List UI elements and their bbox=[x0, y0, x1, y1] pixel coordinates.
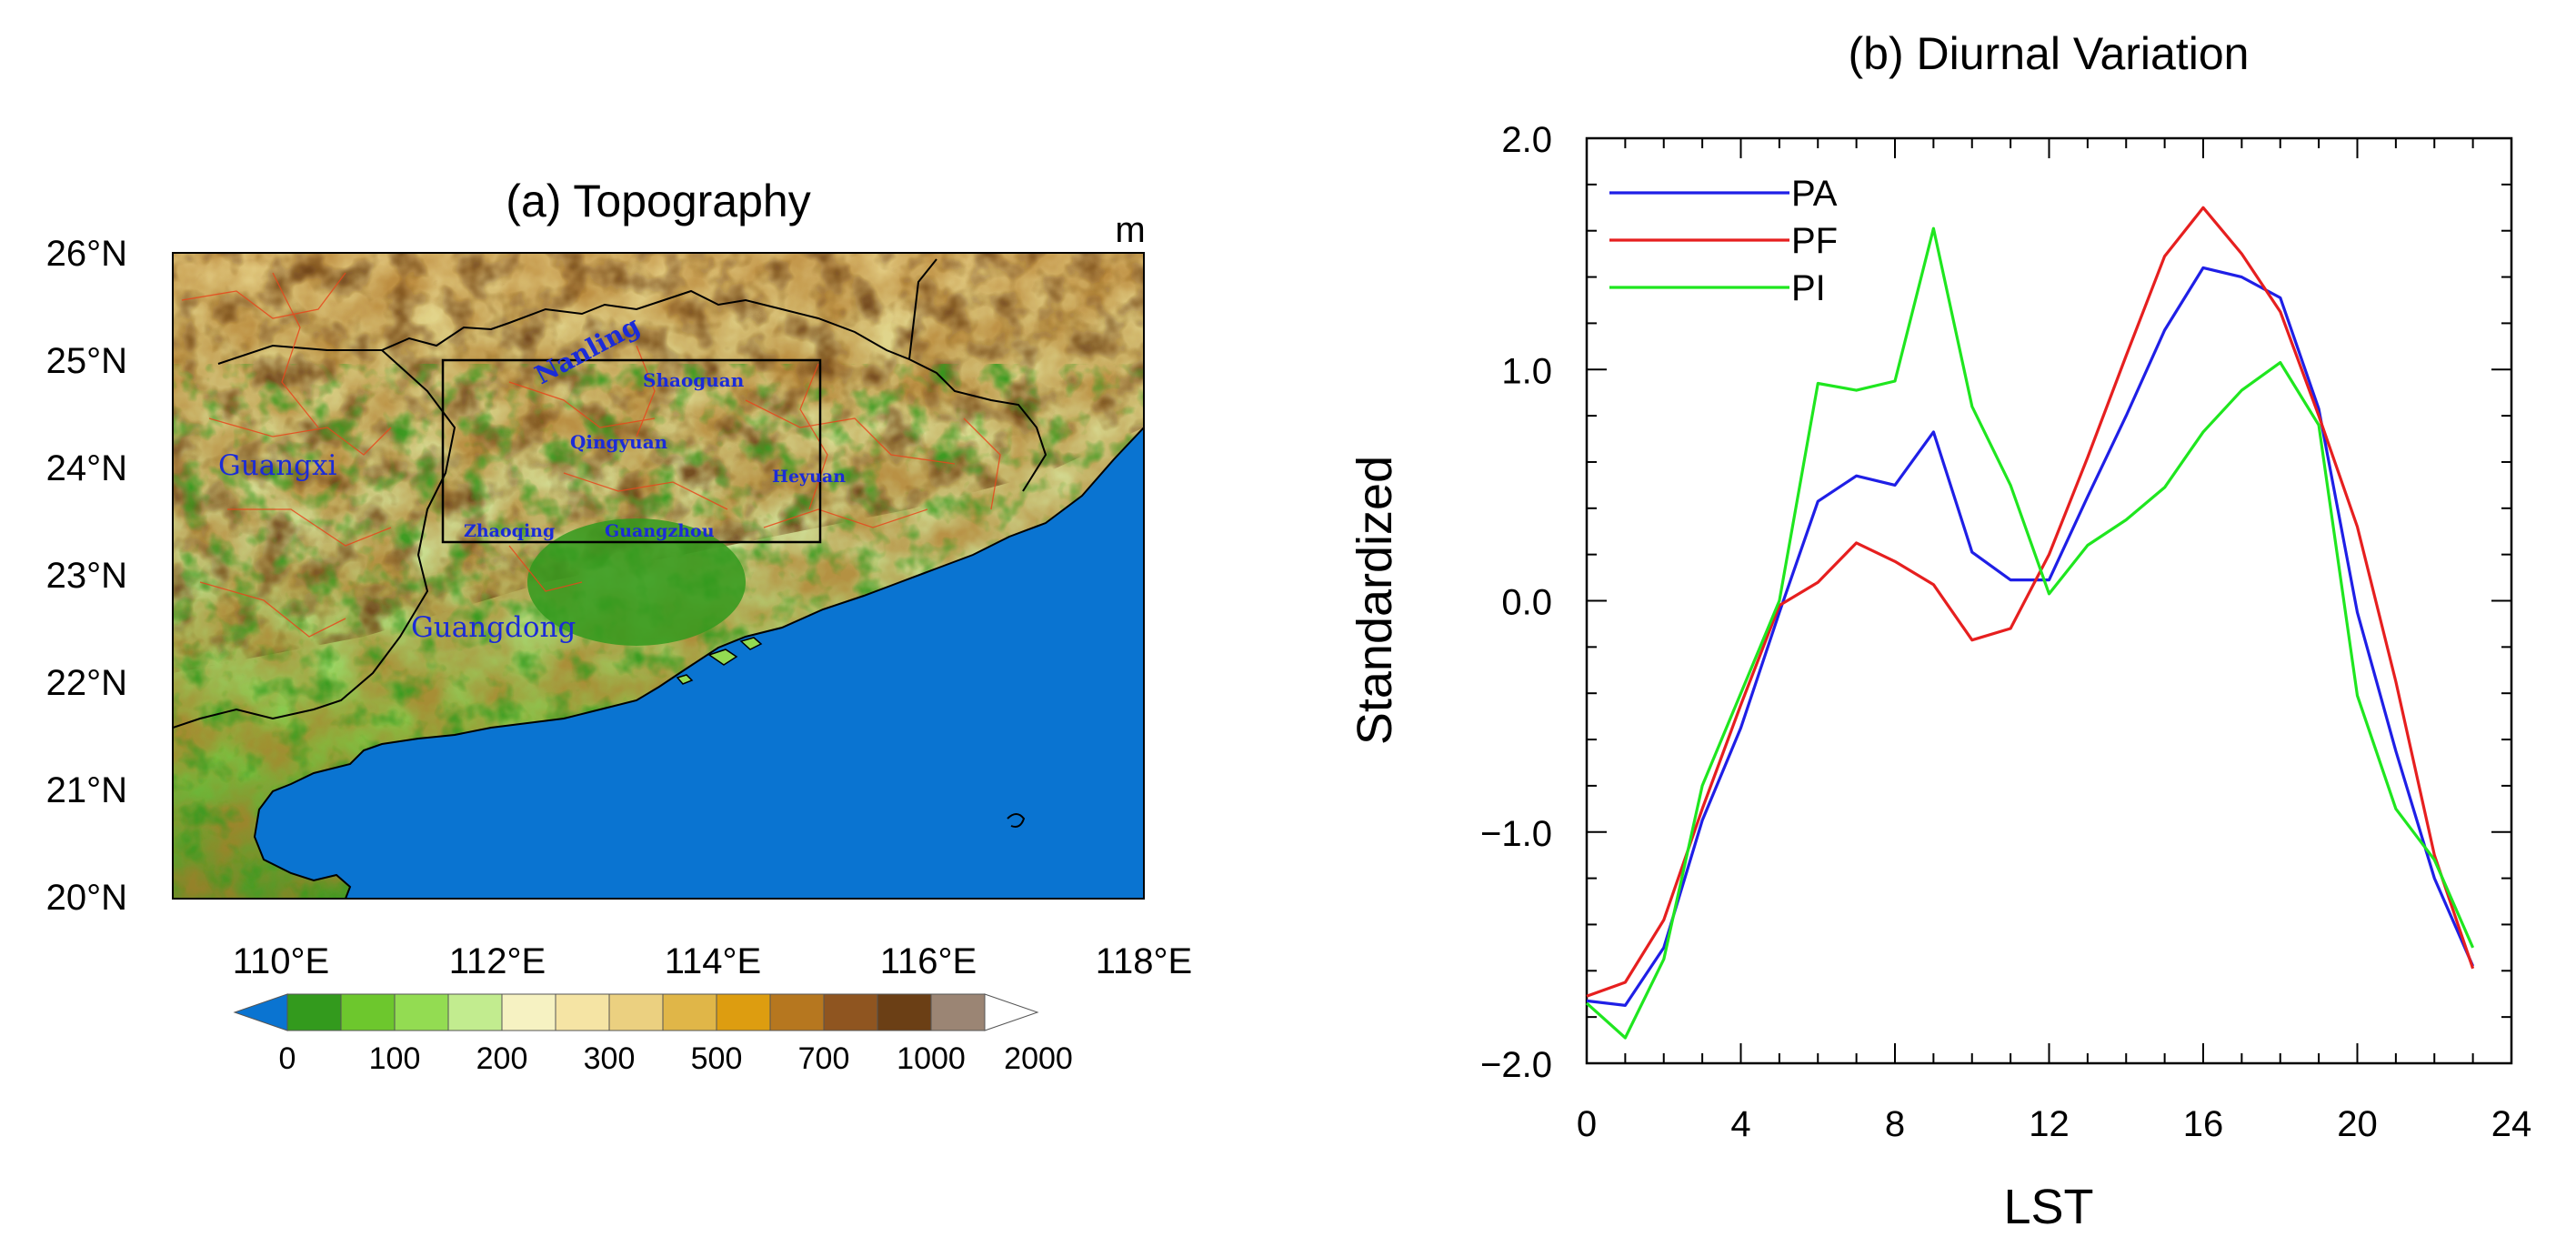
label-guangxi: Guangxi bbox=[218, 449, 337, 482]
y-tick-label: 0.0 bbox=[1501, 583, 1552, 623]
lat-tick-label: 23°N bbox=[46, 556, 127, 596]
lat-tick-label: 22°N bbox=[46, 663, 127, 703]
y-tick-label: −2.0 bbox=[1480, 1045, 1552, 1085]
colorbar-swatch bbox=[716, 993, 771, 1031]
axis-ticks bbox=[1586, 137, 2512, 1064]
colorbar-high-triangle bbox=[984, 993, 1039, 1031]
island-outline bbox=[1007, 813, 1026, 828]
colorbar-swatch bbox=[662, 993, 717, 1031]
topography-map-panel: (a) Topography m bbox=[46, 176, 1193, 1076]
x-axis-label: LST bbox=[2003, 1180, 2093, 1234]
x-tick-label: 16 bbox=[2183, 1104, 2224, 1144]
label-qingyuan: Qingyuan bbox=[570, 431, 668, 453]
colorbar-label: 300 bbox=[584, 1041, 636, 1076]
x-tick-label: 12 bbox=[2029, 1104, 2070, 1144]
lat-tick-label: 26°N bbox=[46, 234, 127, 274]
lat-tick-label: 21°N bbox=[46, 770, 127, 810]
series-line-pa bbox=[1586, 266, 2475, 1008]
map-title: (a) Topography bbox=[506, 176, 810, 226]
y-tick-label: 1.0 bbox=[1501, 351, 1552, 391]
diurnal-chart-panel: (b) Diurnal Variation 2.01.00.0−1.0−2.0 … bbox=[1348, 28, 2531, 1234]
coastline bbox=[253, 427, 1144, 899]
series-line-pf bbox=[1586, 206, 2475, 998]
label-zhaoqing: Zhaoqing bbox=[464, 521, 555, 541]
colorbar: 0 100 200 300 500 700 1000 2000 bbox=[233, 993, 1073, 1076]
colorbar-swatch bbox=[394, 993, 449, 1031]
legend-label: PA bbox=[1791, 174, 1838, 214]
series-lines bbox=[1585, 206, 2475, 1040]
terrain-texture bbox=[173, 253, 1144, 899]
coastal-islands bbox=[676, 637, 763, 685]
colorbar-swatch bbox=[501, 993, 556, 1031]
map-area: Nanling Shaoguan Qingyuan Heyuan Zhaoqin… bbox=[173, 253, 1144, 899]
label-guangzhou: Guangzhou bbox=[605, 521, 715, 541]
lon-tick-label: 112°E bbox=[449, 941, 546, 981]
colorbar-swatch bbox=[877, 993, 932, 1031]
x-tick-label: 20 bbox=[2337, 1104, 2378, 1144]
colorbar-label: 1000 bbox=[897, 1041, 966, 1076]
colorbar-swatch bbox=[555, 993, 610, 1031]
map-lon-axis: 110°E 112°E 114°E 116°E 118°E bbox=[233, 941, 1192, 981]
lat-tick-label: 24°N bbox=[46, 448, 127, 488]
lon-tick-label: 118°E bbox=[1096, 941, 1192, 981]
y-axis-label: Standardized bbox=[1348, 456, 1402, 745]
colorbar-label: 0 bbox=[279, 1041, 296, 1076]
x-tick-label: 0 bbox=[1577, 1104, 1597, 1144]
lon-tick-label: 110°E bbox=[233, 941, 329, 981]
plot-frame bbox=[1585, 136, 2513, 1065]
colorbar-label: 100 bbox=[369, 1041, 421, 1076]
colorbar-low-triangle bbox=[233, 993, 288, 1031]
lat-tick-label: 25°N bbox=[46, 341, 127, 381]
map-frame bbox=[172, 252, 1145, 900]
legend-label: PI bbox=[1791, 268, 1826, 308]
legend-label: PF bbox=[1791, 221, 1838, 261]
colorbar-label: 2000 bbox=[1004, 1041, 1073, 1076]
colorbar-label: 700 bbox=[798, 1041, 850, 1076]
colorbar-swatch bbox=[286, 993, 342, 1031]
map-lat-axis: 26°N 25°N 24°N 23°N 22°N 21°N 20°N bbox=[46, 234, 127, 918]
lat-tick-label: 20°N bbox=[46, 878, 127, 918]
x-tick-label: 8 bbox=[1885, 1104, 1905, 1144]
label-guangdong: Guangdong bbox=[411, 611, 576, 644]
y-tick-labels: 2.0 1.0 0.0 −1.0 −2.0 bbox=[1480, 120, 1552, 1085]
colorbar-swatch bbox=[447, 993, 503, 1031]
y-tick-label: −1.0 bbox=[1480, 814, 1552, 854]
lon-tick-label: 114°E bbox=[665, 941, 761, 981]
map-unit-label: m bbox=[1115, 210, 1145, 250]
colorbar-swatch bbox=[823, 993, 878, 1031]
series-line-pi bbox=[1585, 226, 2475, 1040]
colorbar-label: 500 bbox=[691, 1041, 743, 1076]
label-heyuan: Heyuan bbox=[772, 467, 846, 487]
y-tick-label: 2.0 bbox=[1501, 120, 1552, 160]
colorbar-label: 200 bbox=[476, 1041, 528, 1076]
colorbar-swatch bbox=[769, 993, 825, 1031]
label-shaoguan: Shaoguan bbox=[643, 369, 745, 391]
legend: PA PF PI bbox=[1609, 174, 1838, 308]
study-region-box bbox=[441, 358, 822, 544]
county-boundaries bbox=[181, 272, 1001, 638]
x-tick-label: 24 bbox=[2491, 1104, 2532, 1144]
colorbar-swatch bbox=[340, 993, 396, 1031]
lon-tick-label: 116°E bbox=[880, 941, 977, 981]
province-boundaries bbox=[173, 258, 1047, 729]
x-tick-labels: 0 4 8 12 16 20 24 bbox=[1577, 1104, 2531, 1144]
colorbar-swatch bbox=[930, 993, 986, 1031]
x-tick-label: 4 bbox=[1730, 1104, 1750, 1144]
chart-title: (b) Diurnal Variation bbox=[1849, 28, 2250, 79]
colorbar-swatch bbox=[608, 993, 664, 1031]
